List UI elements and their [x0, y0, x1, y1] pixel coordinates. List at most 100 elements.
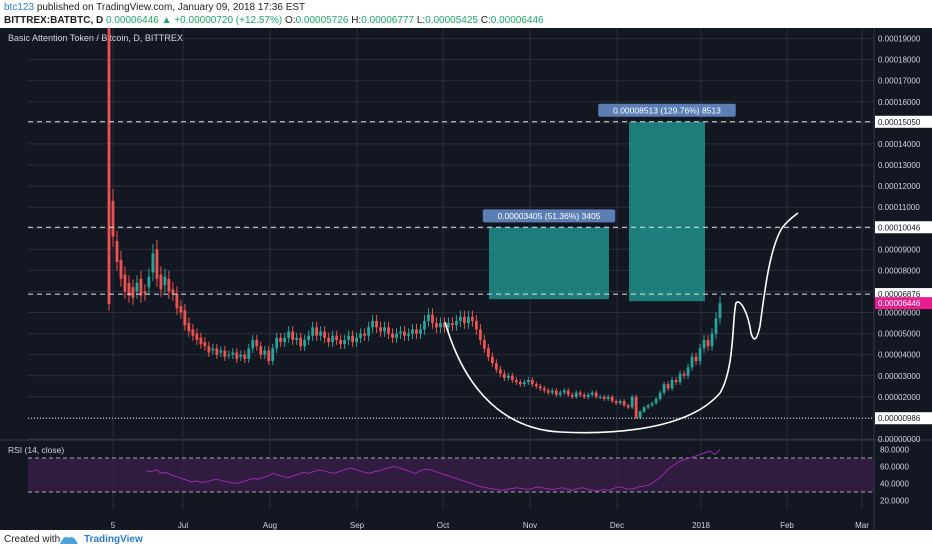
candle-body	[602, 396, 606, 399]
candle-body	[231, 352, 235, 355]
candle-body	[594, 392, 598, 397]
candle-body	[263, 350, 267, 355]
up-arrow-icon: ▲	[161, 15, 172, 26]
tradingview-logo-icon[interactable]	[58, 532, 80, 549]
candle-body	[570, 394, 574, 397]
candle-body	[710, 333, 714, 347]
tradingview-brand[interactable]: TradingView	[84, 534, 143, 545]
created-with-text: Created with	[4, 534, 61, 545]
open-label: O:	[285, 15, 296, 26]
candle-body	[179, 306, 183, 313]
rsi-tick-label: 40.0000	[880, 480, 909, 489]
candle-body	[251, 339, 255, 349]
candle-body	[323, 331, 327, 338]
level-label-bg	[875, 288, 932, 301]
rsi-tick-label: 60.0000	[880, 463, 909, 472]
candle-body	[183, 310, 187, 326]
x-tick-label: Dec	[610, 521, 624, 530]
chart-area[interactable]: 0.00019000 0.00018000 0.00017000 0.00016000…	[0, 7, 932, 530]
candle-body	[666, 384, 670, 389]
candle-body	[686, 367, 690, 376]
candle-body	[167, 278, 171, 292]
rsi-band	[28, 458, 874, 492]
candle-body	[115, 240, 119, 262]
candle-body	[582, 394, 586, 397]
candle-body	[467, 316, 470, 324]
range-box-label: 0.00008513 (129.76%) 8513	[613, 105, 721, 115]
candle-body	[674, 379, 678, 383]
close-value: 0.00006446	[490, 15, 544, 26]
candle-body	[223, 350, 227, 357]
grid-lines	[28, 28, 874, 509]
candle-body	[151, 253, 155, 273]
candle-body	[127, 283, 131, 296]
candle-body	[283, 337, 287, 343]
candle-body	[331, 335, 335, 343]
candle-body	[291, 331, 295, 340]
y-tick-label: 0.00005000	[878, 330, 921, 339]
chart-svg[interactable]: 0.00019000 0.00018000 0.00017000 0.00016000…	[0, 7, 932, 530]
candle-body	[514, 379, 518, 383]
candle-body	[215, 348, 219, 355]
candle-body	[694, 356, 698, 362]
candle-body	[459, 316, 462, 321]
candle-body	[714, 318, 718, 334]
candle-body	[678, 373, 682, 383]
candle-body	[498, 369, 502, 374]
chart-background	[0, 28, 932, 530]
y-tick-label: 0.00011000	[878, 203, 920, 212]
candle-body	[227, 354, 231, 356]
candle-body	[171, 289, 175, 294]
symbol-label: BITTREX:BATBTC, D	[4, 15, 104, 26]
low-value: 0.00005425	[425, 15, 478, 26]
candle-body	[315, 327, 319, 336]
candle-body	[207, 346, 211, 353]
candle-body	[159, 274, 163, 290]
candle-body	[542, 388, 546, 391]
candle-body	[403, 331, 406, 336]
y-tick-label: 0.00014000	[878, 140, 921, 149]
candle-body	[598, 396, 602, 398]
rsi-tick-label: 80.0000	[880, 446, 909, 455]
candle-body	[618, 401, 622, 404]
open-value: 0.00005726	[295, 15, 349, 26]
candle-body	[327, 337, 331, 343]
y-tick-label: 0.00018000	[878, 56, 921, 65]
candle-body	[606, 396, 610, 399]
x-tick-label: Jul	[178, 521, 188, 530]
candle-body	[307, 335, 311, 340]
y-tick-label: 0.00003000	[878, 372, 921, 381]
candle-body	[471, 316, 474, 321]
candles	[107, 7, 722, 419]
candle-body	[522, 382, 526, 385]
candle-body	[526, 379, 530, 383]
level-label: 0.00015050	[878, 118, 921, 127]
footer: Created with TradingView	[0, 530, 932, 550]
candle-body	[295, 337, 299, 340]
candle-body	[590, 392, 594, 395]
candle-body	[187, 323, 191, 332]
candle-body	[163, 276, 167, 286]
range-box	[629, 121, 705, 302]
low-label: L:	[416, 15, 426, 26]
candle-body	[155, 249, 159, 279]
y-tick-label: 0.00017000	[878, 77, 921, 86]
candle-body	[698, 348, 702, 362]
candle-body	[355, 337, 358, 343]
candle-body	[191, 329, 195, 336]
candle-body	[518, 382, 522, 385]
candle-body	[530, 379, 534, 385]
candle-body	[439, 323, 442, 328]
candle-body	[463, 316, 466, 324]
y-tick-label: 0.00013000	[878, 161, 921, 170]
candle-body	[510, 375, 514, 380]
x-tick-label: Feb	[780, 521, 794, 530]
candle-body	[347, 335, 351, 340]
rsi-line	[145, 449, 721, 492]
author-link[interactable]: btc123	[4, 2, 35, 13]
range-box-label-bg	[482, 209, 616, 223]
candle-body	[690, 356, 694, 368]
price-marker-label: 0.00006446	[878, 299, 921, 308]
candle-body	[319, 331, 323, 336]
candle-body	[399, 331, 402, 334]
